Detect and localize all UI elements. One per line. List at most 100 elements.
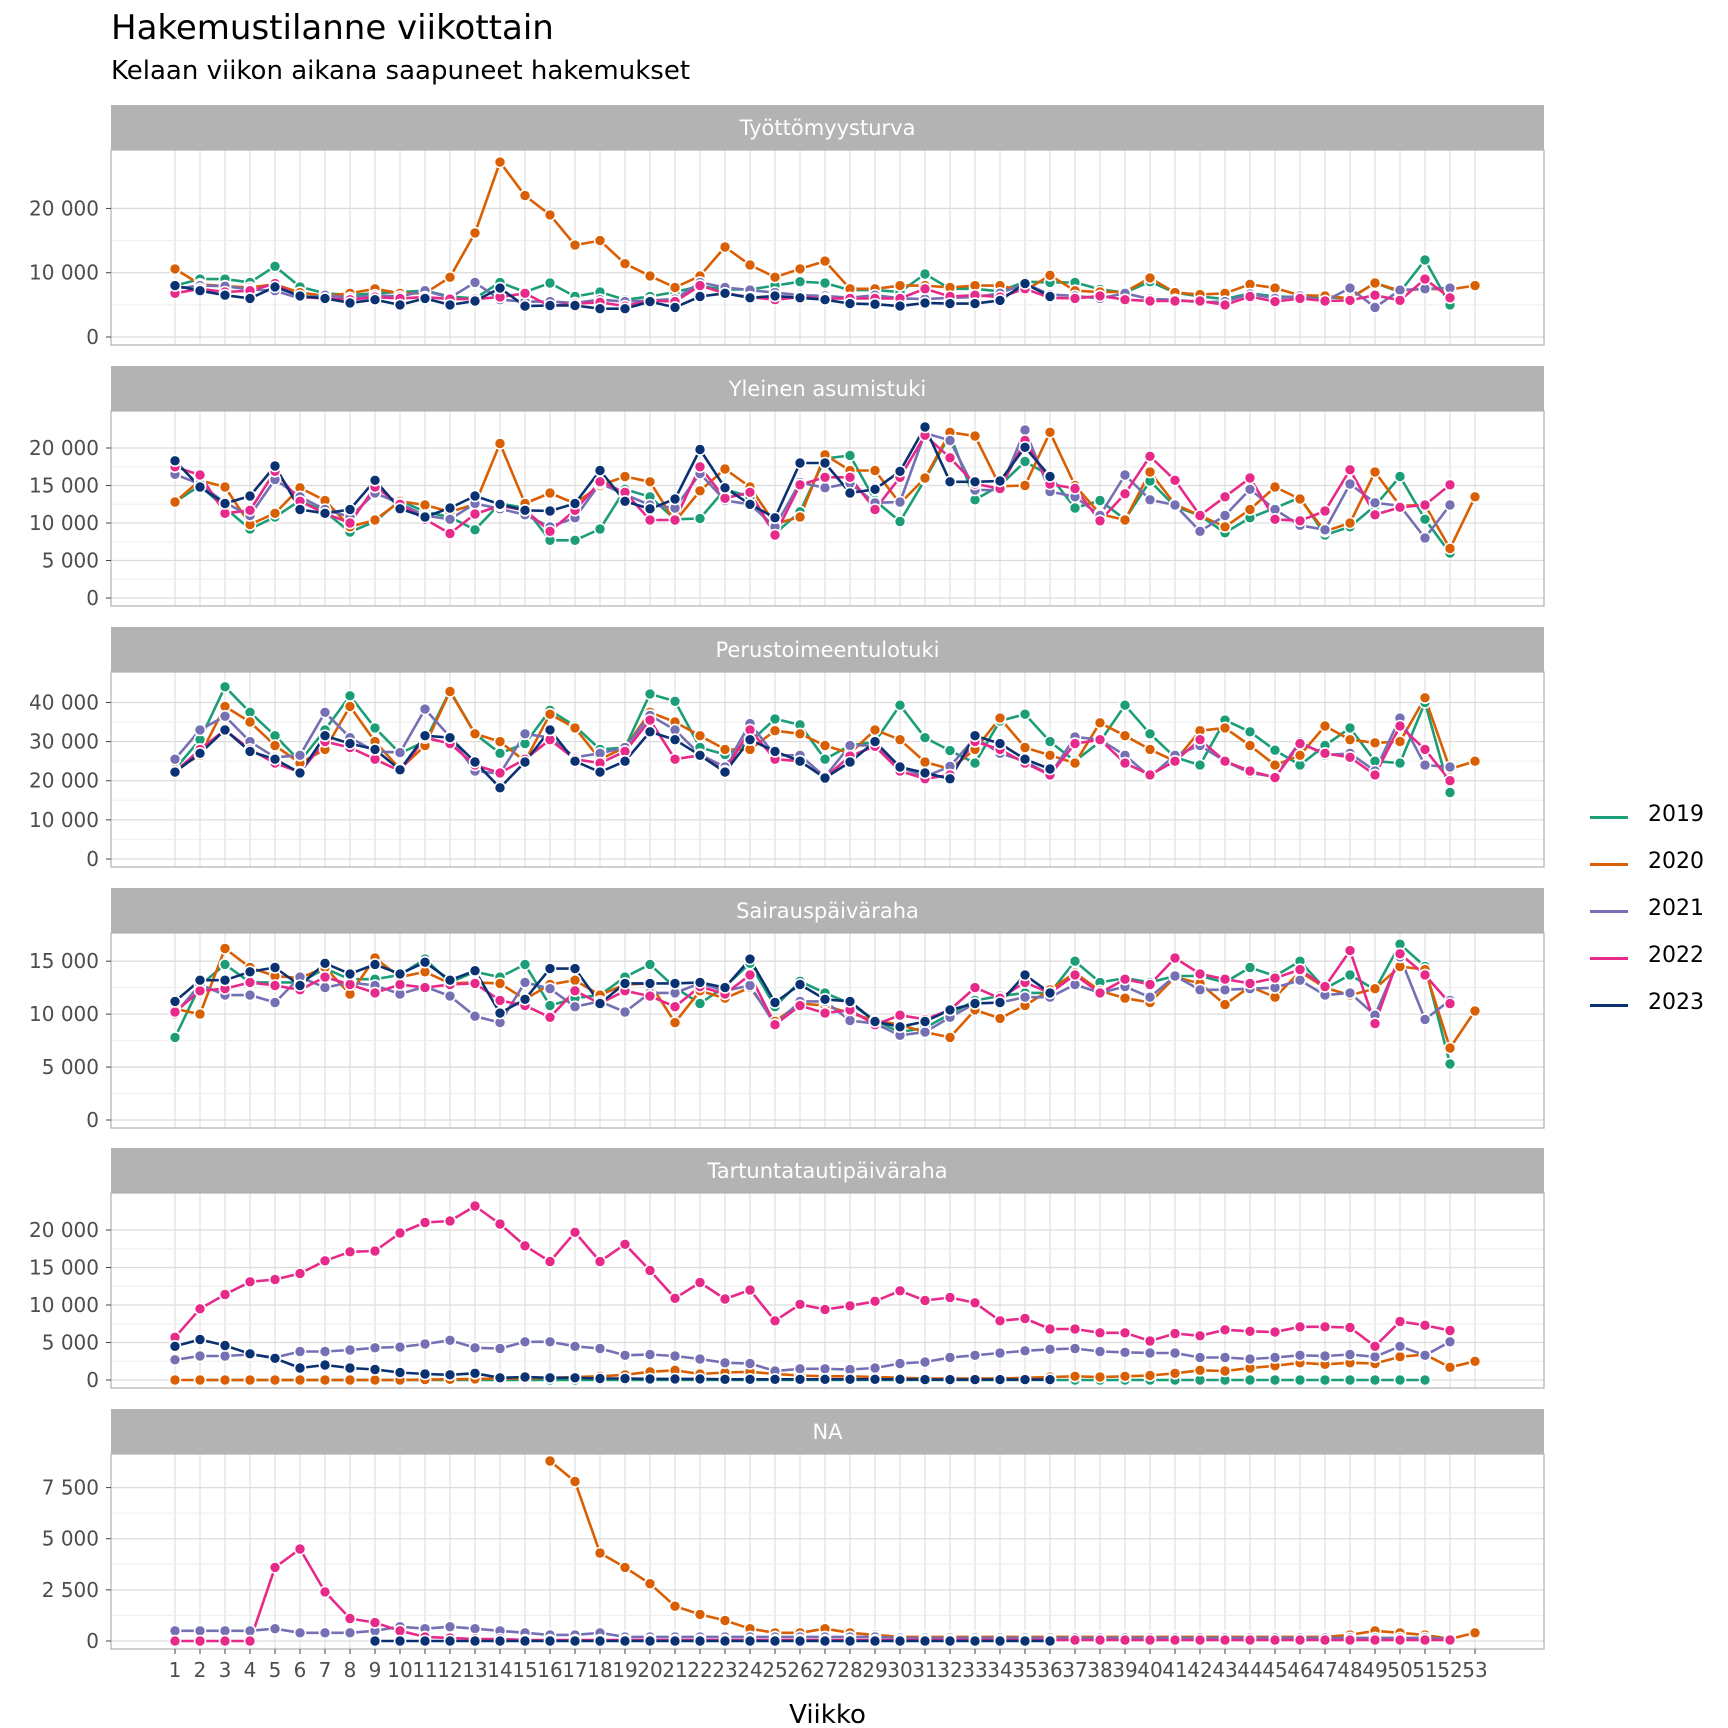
data-point-2022 (1368, 768, 1382, 782)
data-point-2023 (868, 735, 882, 748)
data-point-2022 (268, 979, 282, 992)
data-point-2023 (418, 955, 432, 969)
series-line-2022 (175, 1547, 1450, 1643)
data-point-2022 (1118, 756, 1132, 770)
panel-title: Työttömyysturva (739, 116, 916, 140)
x-tick-label: 27 (812, 1658, 837, 1682)
data-point-2023 (643, 977, 657, 990)
data-point-2023 (818, 771, 832, 785)
data-point-2020 (718, 240, 732, 254)
x-tick-label: 30 (887, 1658, 912, 1682)
data-point-2023 (493, 281, 507, 295)
data-point-2023 (1018, 752, 1032, 766)
data-point-2023 (468, 1367, 482, 1380)
data-point-2021 (418, 702, 432, 716)
data-point-2021 (1443, 1335, 1457, 1349)
data-point-2020 (1018, 741, 1032, 754)
data-point-2021 (443, 989, 457, 1003)
x-tick-label: 53 (1462, 1658, 1487, 1682)
data-point-2023 (1018, 1373, 1032, 1386)
data-point-2021 (693, 1352, 707, 1366)
data-point-2023 (168, 454, 182, 468)
data-point-2023 (968, 297, 982, 310)
data-point-2019 (1068, 501, 1082, 515)
data-point-2021 (293, 1345, 307, 1358)
data-point-2023 (893, 1634, 907, 1648)
data-point-2020 (1043, 425, 1057, 439)
data-point-2023 (818, 456, 832, 470)
data-point-2023 (568, 1634, 582, 1648)
data-point-2023 (743, 952, 757, 966)
data-point-2022 (268, 1561, 282, 1574)
x-tick-label: 22 (687, 1658, 712, 1682)
data-point-2019 (1393, 1373, 1407, 1387)
data-point-2021 (1418, 1349, 1432, 1362)
data-point-2023 (693, 976, 707, 989)
data-point-2020 (543, 486, 557, 500)
data-point-2023 (168, 995, 182, 1008)
data-point-2022 (1243, 290, 1257, 303)
data-point-2019 (568, 533, 582, 547)
data-point-2023 (318, 1358, 332, 1372)
data-point-2020 (243, 1373, 257, 1387)
data-point-2019 (1068, 954, 1082, 968)
data-point-2022 (1368, 1340, 1382, 1353)
data-point-2020 (768, 724, 782, 738)
data-point-2023 (868, 1373, 882, 1386)
x-tick-label: 29 (862, 1658, 887, 1682)
data-point-2023 (343, 503, 357, 516)
data-point-2023 (543, 962, 557, 975)
data-point-2021 (893, 1357, 907, 1370)
data-point-2023 (443, 501, 457, 515)
data-point-2020 (1268, 281, 1282, 295)
data-point-2020 (493, 735, 507, 748)
data-point-2023 (293, 1361, 307, 1375)
data-point-2020 (1168, 1367, 1182, 1380)
data-point-2022 (1143, 449, 1157, 463)
data-point-2023 (893, 760, 907, 774)
data-point-2023 (718, 1373, 732, 1386)
data-point-2022 (1268, 512, 1282, 526)
data-point-2022 (368, 986, 382, 1000)
data-point-2022 (193, 468, 207, 482)
data-point-2021 (293, 1626, 307, 1640)
x-tick-label: 17 (562, 1658, 587, 1682)
data-point-2020 (218, 480, 232, 494)
data-point-2023 (393, 1634, 407, 1648)
y-tick-label: 15 000 (29, 1256, 99, 1280)
data-point-2022 (218, 1288, 232, 1301)
data-point-2022 (318, 970, 332, 984)
data-point-2022 (1418, 272, 1432, 286)
data-point-2022 (1368, 1017, 1382, 1030)
data-point-2021 (343, 1626, 357, 1640)
data-point-2019 (543, 276, 557, 290)
data-point-2023 (1043, 986, 1057, 1000)
data-point-2022 (1218, 1323, 1232, 1337)
data-point-2022 (1143, 1633, 1157, 1647)
data-point-2022 (1343, 1633, 1357, 1647)
data-point-2022 (1193, 1633, 1207, 1647)
y-tick-label: 0 (86, 1368, 99, 1392)
data-point-2020 (268, 739, 282, 752)
data-point-2020 (1293, 492, 1307, 506)
data-point-2020 (168, 1373, 182, 1387)
data-point-2019 (368, 721, 382, 735)
data-point-2022 (1168, 951, 1182, 965)
data-point-2020 (343, 1373, 357, 1387)
data-point-2022 (1443, 1324, 1457, 1337)
data-point-2022 (1243, 977, 1257, 990)
data-point-2023 (843, 486, 857, 500)
data-point-2023 (1018, 968, 1032, 982)
data-point-2023 (593, 464, 607, 477)
y-tick-label: 10 000 (29, 1002, 99, 1026)
data-point-2023 (593, 765, 607, 779)
data-point-2021 (1268, 1351, 1282, 1364)
data-point-2022 (1193, 733, 1207, 747)
data-point-2020 (368, 1373, 382, 1387)
data-point-2020 (893, 733, 907, 747)
data-point-2019 (893, 515, 907, 528)
data-point-2021 (418, 1337, 432, 1351)
data-point-2020 (618, 257, 632, 271)
y-tick-label: 10 000 (29, 808, 99, 832)
